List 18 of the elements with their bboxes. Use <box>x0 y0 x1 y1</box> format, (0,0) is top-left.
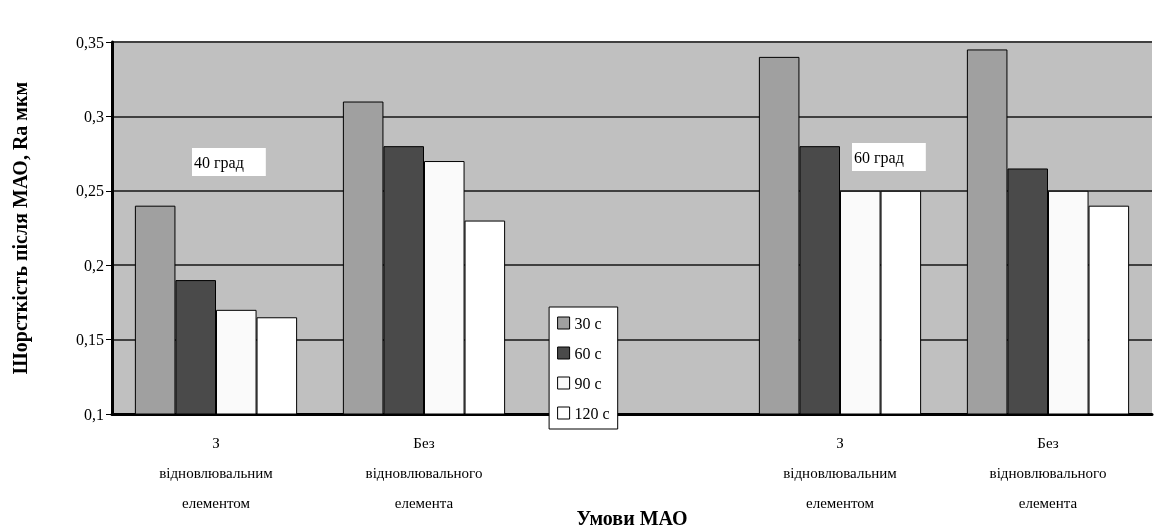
y-axis-title: Шорсткість після МАО, Ra мкм <box>9 81 32 375</box>
y-tick-label: 0,2 <box>84 256 104 274</box>
x-tick-label: Без відновлювального елемента <box>365 435 483 511</box>
y-tick-label: 0,15 <box>76 331 104 349</box>
x-axis-title: Умови МАО <box>576 507 688 526</box>
annotation: 60 град <box>854 148 904 167</box>
y-tick-label: 0,1 <box>84 405 104 423</box>
legend-label: 120 с <box>574 404 610 422</box>
legend-label: 30 с <box>574 314 602 332</box>
x-tick-label: З відновлювальним елементом <box>159 435 274 511</box>
y-tick-label: 0,35 <box>76 33 104 51</box>
annotation: 40 град <box>194 153 244 172</box>
x-tick-label: З відновлювальним елементом <box>783 435 898 511</box>
x-tick-label: Без відновлювального елемента <box>989 435 1107 511</box>
legend-label: 60 с <box>574 344 602 362</box>
y-tick-label: 0,3 <box>84 107 104 125</box>
legend-label: 90 с <box>574 374 602 392</box>
y-tick-label: 0,25 <box>76 182 104 200</box>
